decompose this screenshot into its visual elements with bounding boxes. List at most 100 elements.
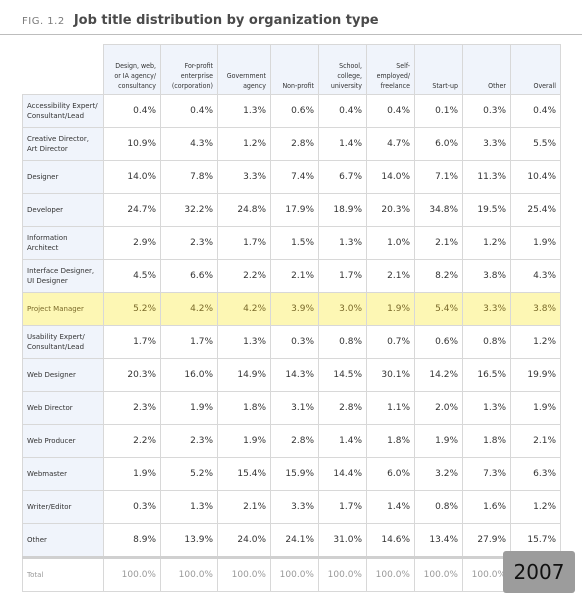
job-title-table: Design, web, or IA agency/ consultancy Fo…	[22, 44, 561, 592]
table-cell: 100.0%	[462, 556, 511, 592]
table-cell: 13.4%	[414, 523, 463, 558]
table-cell: 1.7%	[217, 226, 271, 260]
table-row: Developer 24.7% 32.2% 24.8% 17.9% 18.9% 20.3% 3…	[22, 193, 561, 227]
table-cell: 10.9%	[103, 127, 161, 161]
table-cell: 100.0%	[160, 556, 218, 592]
table-cell: 4.7%	[366, 127, 415, 161]
table-cell: 3.9%	[270, 292, 319, 326]
table-cell: 0.4%	[366, 94, 415, 128]
table-cell: 34.8%	[414, 193, 463, 227]
table-cell: 5.5%	[510, 127, 561, 161]
column-header: School, college, university	[318, 44, 367, 95]
table-cell: 1.4%	[318, 424, 367, 458]
table-cell: 1.2%	[462, 226, 511, 260]
table-cell: 100.0%	[270, 556, 319, 592]
table-row: Usability Expert/ Consultant/Lead 1.7% 1.7…	[22, 325, 561, 359]
table-cell: 15.4%	[217, 457, 271, 491]
table-cell: 3.3%	[462, 292, 511, 326]
table-cell: 15.9%	[270, 457, 319, 491]
table-cell: 1.3%	[318, 226, 367, 260]
table-row: Web Designer 20.3% 16.0% 14.9% 14.3% 14.5% 30.…	[22, 358, 561, 392]
table-cell: 2.1%	[510, 424, 561, 458]
table-cell: 7.8%	[160, 160, 218, 194]
table-cell: 1.5%	[270, 226, 319, 260]
table-cell: 0.6%	[414, 325, 463, 359]
table-cell: 31.0%	[318, 523, 367, 558]
table-cell: 2.2%	[103, 424, 161, 458]
table-cell: 3.3%	[270, 490, 319, 524]
table-cell: 0.3%	[270, 325, 319, 359]
figure-label: FIG. 1.2	[22, 16, 65, 27]
row-label: Web Designer	[22, 358, 104, 392]
table-cell: 32.2%	[160, 193, 218, 227]
table-cell: 1.9%	[510, 226, 561, 260]
table-cell: 2.3%	[160, 226, 218, 260]
table-cell: 1.3%	[462, 391, 511, 425]
table-cell: 24.7%	[103, 193, 161, 227]
table-cell: 17.9%	[270, 193, 319, 227]
table-cell: 1.6%	[462, 490, 511, 524]
table-cell: 14.2%	[414, 358, 463, 392]
table-row: Project Manager 5.2% 4.2% 4.2% 3.9% 3.0% 1.9% 5…	[22, 292, 561, 326]
table-cell: 2.0%	[414, 391, 463, 425]
table-cell: 6.7%	[318, 160, 367, 194]
table-cell: 3.1%	[270, 391, 319, 425]
table-cell: 24.0%	[217, 523, 271, 558]
table-cell: 0.8%	[318, 325, 367, 359]
table-cell: 27.9%	[462, 523, 511, 558]
row-label: Project Manager	[22, 292, 104, 326]
table-cell: 3.8%	[462, 259, 511, 293]
row-label: Creative Director, Art Director	[22, 127, 104, 161]
table-cell: 1.9%	[366, 292, 415, 326]
table-cell: 24.1%	[270, 523, 319, 558]
year-badge: 2007	[503, 551, 575, 593]
table-cell: 0.1%	[414, 94, 463, 128]
table-cell: 5.4%	[414, 292, 463, 326]
table-cell: 1.2%	[217, 127, 271, 161]
table-cell: 18.9%	[318, 193, 367, 227]
table-cell: 6.6%	[160, 259, 218, 293]
row-label: Writer/Editor	[22, 490, 104, 524]
table-cell: 1.0%	[366, 226, 415, 260]
table-cell: 14.0%	[103, 160, 161, 194]
table-cell: 6.0%	[366, 457, 415, 491]
table-cell: 4.5%	[103, 259, 161, 293]
table-cell: 2.8%	[270, 424, 319, 458]
table-cell: 24.8%	[217, 193, 271, 227]
table-cell: 2.3%	[160, 424, 218, 458]
table-cell: 5.2%	[160, 457, 218, 491]
table-cell: 10.4%	[510, 160, 561, 194]
table-cell: 20.3%	[103, 358, 161, 392]
column-header: Non-profit	[270, 44, 319, 95]
table-cell: 1.4%	[366, 490, 415, 524]
table-cell: 14.9%	[217, 358, 271, 392]
table-cell: 1.3%	[160, 490, 218, 524]
row-label: Developer	[22, 193, 104, 227]
table-cell: 3.0%	[318, 292, 367, 326]
table-cell: 2.2%	[217, 259, 271, 293]
column-header: Self-employed/ freelance	[366, 44, 415, 95]
column-header: Start-up	[414, 44, 463, 95]
table-cell: 14.5%	[318, 358, 367, 392]
table-cell: 7.3%	[462, 457, 511, 491]
column-header: Overall	[510, 44, 561, 95]
table-cell: 20.3%	[366, 193, 415, 227]
table-cell: 11.3%	[462, 160, 511, 194]
table-cell: 0.4%	[103, 94, 161, 128]
table-cell: 2.8%	[270, 127, 319, 161]
table-cell: 2.1%	[414, 226, 463, 260]
table-cell: 1.3%	[217, 325, 271, 359]
table-cell: 1.7%	[318, 259, 367, 293]
row-label: Information Architect	[22, 226, 104, 260]
table-cell: 5.2%	[103, 292, 161, 326]
table-cell: 3.3%	[462, 127, 511, 161]
table-cell: 1.7%	[103, 325, 161, 359]
table-cell: 0.4%	[510, 94, 561, 128]
table-cell: 3.8%	[510, 292, 561, 326]
table-cell: 0.8%	[462, 325, 511, 359]
row-label: Usability Expert/ Consultant/Lead	[22, 325, 104, 359]
table-cell: 0.4%	[318, 94, 367, 128]
table-row: Information Architect 2.9% 2.3% 1.7% 1.5% 1.3…	[22, 226, 561, 260]
table-cell: 14.6%	[366, 523, 415, 558]
column-header: Government agency	[217, 44, 271, 95]
